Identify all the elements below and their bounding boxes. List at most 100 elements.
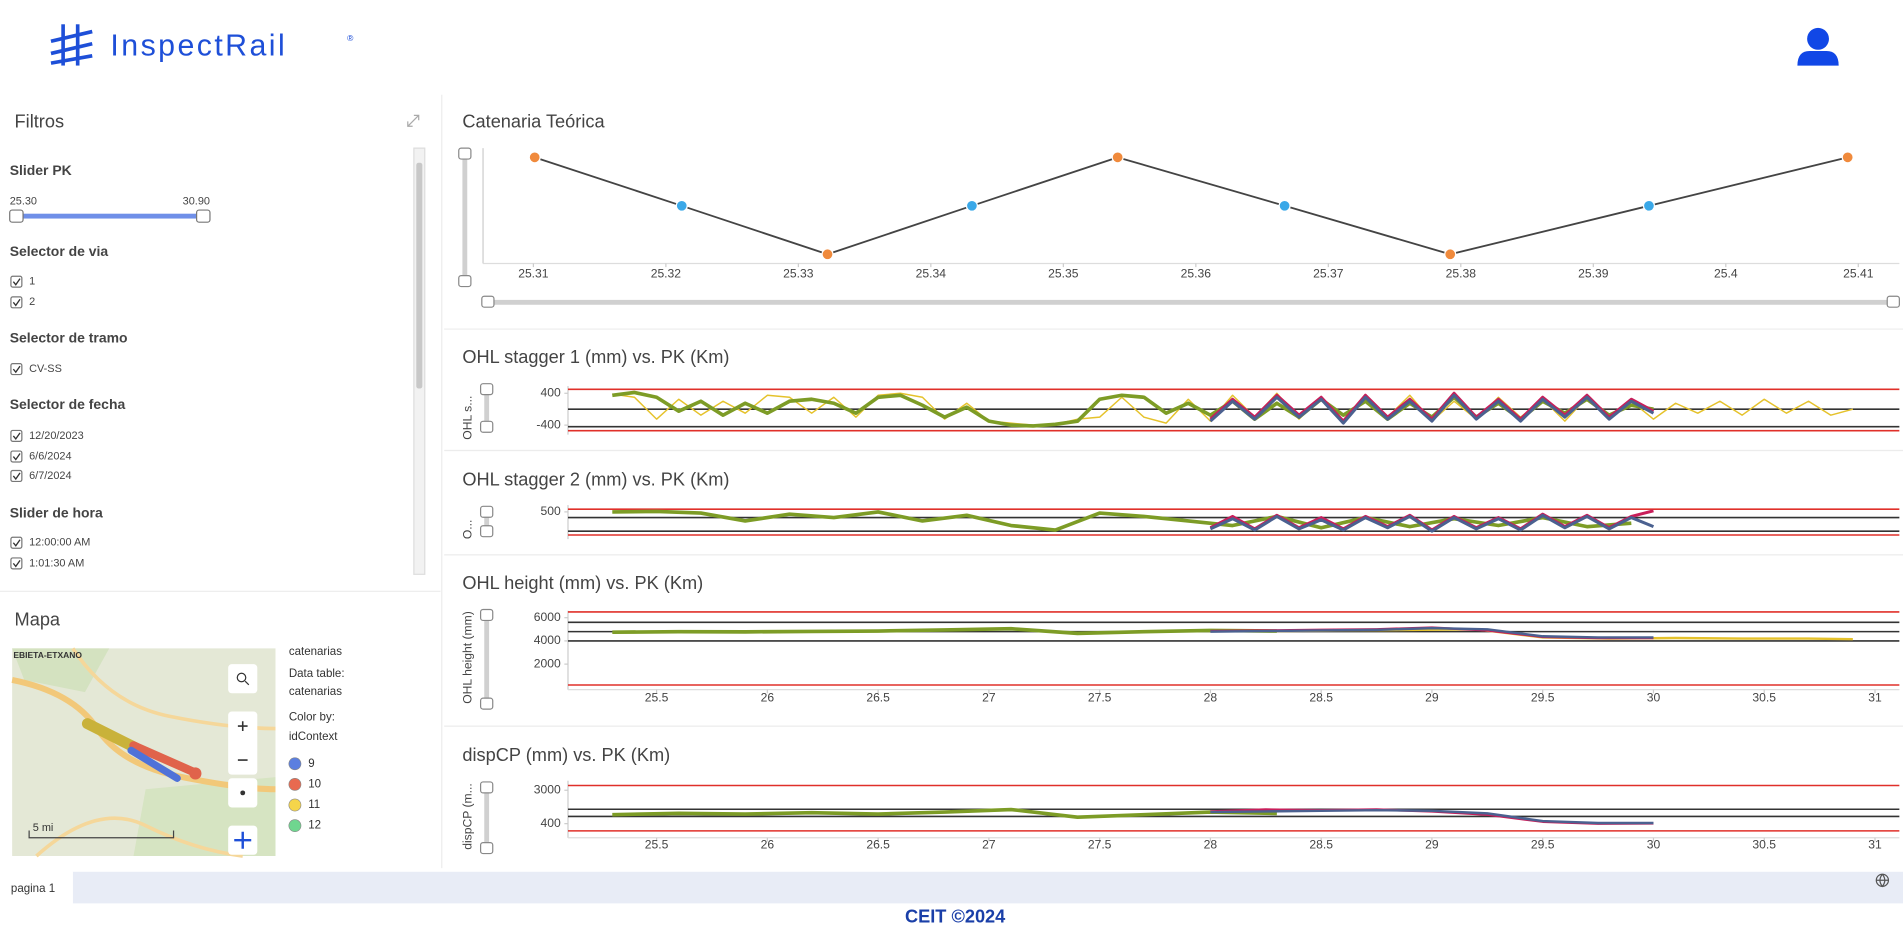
y-tick-label: -400 [536,417,561,431]
pan-icon [234,831,252,849]
point [528,151,541,164]
point [1111,151,1124,164]
x-tick-label: 27.5 [1088,690,1112,704]
y-axis-label: OHL s... [461,396,475,440]
checkbox[interactable] [10,469,23,483]
series-line [1210,626,1654,639]
range-handle[interactable] [479,383,494,396]
checkbox[interactable] [10,536,23,549]
filter-label: Slider de hora [10,504,103,520]
checkbox-label: 6/6/2024 [29,450,71,462]
expand-icon[interactable] [407,114,420,127]
range-track [462,154,468,282]
x-tick-label: 27.5 [1088,837,1112,851]
map-view[interactable]: EBIETA-ETXANO 5 mi [11,647,276,858]
map-forest [12,648,110,693]
range-handle[interactable] [458,275,472,288]
x-tick-label: 25.37 [1313,267,1344,281]
page-tab[interactable] [0,871,73,904]
user-icon[interactable] [1797,27,1839,66]
legend-label: 12 [308,820,321,832]
x-tick-label: 25.4 [1714,267,1738,281]
range-handle[interactable] [479,781,494,794]
scroll-thumb[interactable] [416,162,423,389]
tab-bar [72,871,1903,904]
range-handle[interactable] [1886,295,1900,308]
x-tick-label: 25.41 [1843,267,1874,281]
y-axis-label: O... [461,520,475,540]
point [675,199,688,212]
x-tick-label: 29.5 [1531,837,1555,851]
logo-mark: ® [347,33,354,43]
search-button[interactable] [228,664,258,694]
x-tick-label: 25.35 [1048,267,1079,281]
map-scale-bar [28,830,175,839]
checkbox-label: 1:01:30 AM [29,557,84,569]
y-axis-label: OHL height (mm) [461,611,475,704]
chart-title: OHL stagger 1 (mm) vs. PK (Km) [462,347,729,367]
x-tick-label: 30 [1647,690,1661,704]
point [965,199,978,212]
x-tick-label: 25.32 [651,267,682,281]
y-tick-label: 500 [540,504,560,518]
copyright: CEIT ©2024 [905,907,1006,927]
range-track [484,615,490,705]
x-tick-label: 26.5 [866,837,890,851]
checkbox[interactable] [10,275,23,288]
page-tab-label: pagina 1 [11,883,55,895]
legend-swatch [288,757,302,771]
range-handle[interactable] [458,147,472,160]
range-handle[interactable] [481,295,495,308]
logo[interactable] [50,24,93,66]
user-head [1807,27,1829,50]
user-body [1797,50,1839,66]
x-tick-label: 25.38 [1446,267,1477,281]
x-tick-label: 26 [761,690,775,704]
map-track [189,767,202,780]
checkmark [12,432,21,441]
slider-min: 25.30 [10,195,37,207]
x-tick-label: 31 [1868,690,1882,704]
range-handle[interactable] [479,420,494,433]
legend-swatch [288,777,302,791]
checkmark [12,298,21,307]
filter-label: Selector de via [10,243,109,259]
range-handle[interactable] [479,505,494,518]
chart-title: Catenaria Teórica [462,111,605,131]
map-info: Data table: [289,668,345,680]
chart-title: OHL stagger 2 (mm) vs. PK (Km) [462,470,729,490]
x-tick-label: 25.39 [1578,267,1609,281]
checkbox[interactable] [10,296,23,309]
checkbox[interactable] [10,450,23,463]
range-handle[interactable] [479,525,494,538]
x-tick-label: 25.36 [1181,267,1212,281]
checkbox-label: 12:00:00 AM [29,537,90,549]
map-track [127,746,181,782]
locate-icon [240,790,246,796]
x-tick-label: 28.5 [1309,690,1333,704]
x-tick-label: 29 [1425,837,1439,851]
zoom-buttons[interactable] [228,711,258,775]
zoom-icons [237,721,248,761]
map-place: EBIETA-ETXANO [13,650,82,660]
range-track [484,788,490,849]
checkbox[interactable] [10,557,23,570]
x-tick-label: 27 [982,837,996,851]
slider-handle[interactable] [196,209,211,223]
chart-title: dispCP (mm) vs. PK (Km) [462,745,670,765]
range-handle[interactable] [479,697,494,710]
map-scale: 5 mi [33,822,54,834]
checkbox[interactable] [10,429,23,442]
y-tick-label: 4000 [534,633,561,647]
series-line [1209,393,1655,425]
slider-handle[interactable] [9,209,24,223]
range-handle[interactable] [479,608,494,622]
x-tick-label: 28 [1204,837,1218,851]
slider-max: 30.90 [183,195,210,207]
globe-icon[interactable] [1875,873,1890,888]
checkbox[interactable] [10,363,23,376]
y-tick-label: 400 [540,385,560,399]
x-tick-label: 26 [761,837,775,851]
range-handle[interactable] [479,842,494,855]
